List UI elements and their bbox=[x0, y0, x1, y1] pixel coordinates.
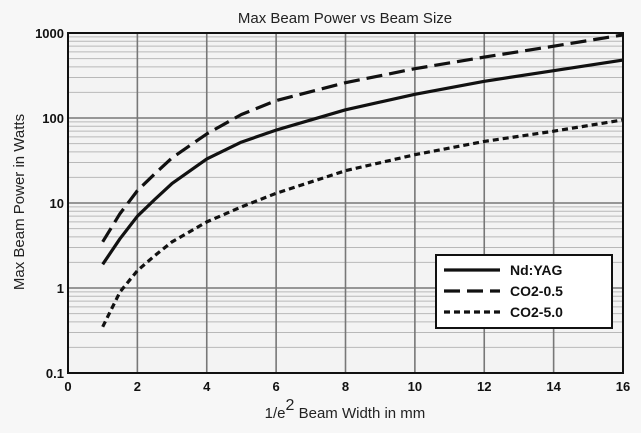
y-tick-label: 1000 bbox=[35, 26, 64, 41]
x-tick-label: 2 bbox=[134, 379, 141, 394]
x-axis-label-prefix: 1/e bbox=[265, 405, 286, 422]
x-tick-label: 14 bbox=[546, 379, 561, 394]
x-tick-label: 4 bbox=[203, 379, 211, 394]
legend-label: CO2-5.0 bbox=[510, 304, 563, 320]
legend-label: Nd:YAG bbox=[510, 262, 562, 278]
series-group bbox=[101, 33, 624, 328]
series-line-2 bbox=[101, 33, 624, 243]
y-tick-label: 0.1 bbox=[46, 366, 64, 381]
series-line-1 bbox=[101, 58, 624, 266]
x-axis-label-suffix: Beam Width in mm bbox=[294, 405, 425, 422]
legend-label: CO2-0.5 bbox=[510, 283, 563, 299]
x-axis-label-sup: 2 bbox=[286, 397, 295, 414]
x-tick-label: 6 bbox=[273, 379, 280, 394]
chart-title: Max Beam Power vs Beam Size bbox=[238, 10, 452, 27]
tick-labels: 0 2 4 6 8 10 12 14 16 0.1 1 10 100 1000 bbox=[35, 26, 630, 394]
y-tick-label: 10 bbox=[50, 196, 64, 211]
plot-frame bbox=[67, 32, 624, 374]
x-axis-label: 1/e2 Beam Width in mm bbox=[265, 397, 426, 423]
y-tick-label: 100 bbox=[42, 111, 64, 126]
y-tick-label: 1 bbox=[57, 281, 64, 296]
legend-box bbox=[435, 254, 613, 329]
x-tick-label: 16 bbox=[616, 379, 630, 394]
x-tick-label: 10 bbox=[408, 379, 422, 394]
legend: Nd:YAG CO2-0.5 CO2-5.0 bbox=[435, 254, 613, 329]
x-tick-label: 12 bbox=[477, 379, 491, 394]
x-tick-label: 0 bbox=[64, 379, 71, 394]
grid bbox=[67, 33, 624, 374]
x-tick-label: 8 bbox=[342, 379, 349, 394]
y-axis-label: Max Beam Power in Watts bbox=[11, 114, 28, 290]
series-line-3 bbox=[101, 118, 624, 328]
